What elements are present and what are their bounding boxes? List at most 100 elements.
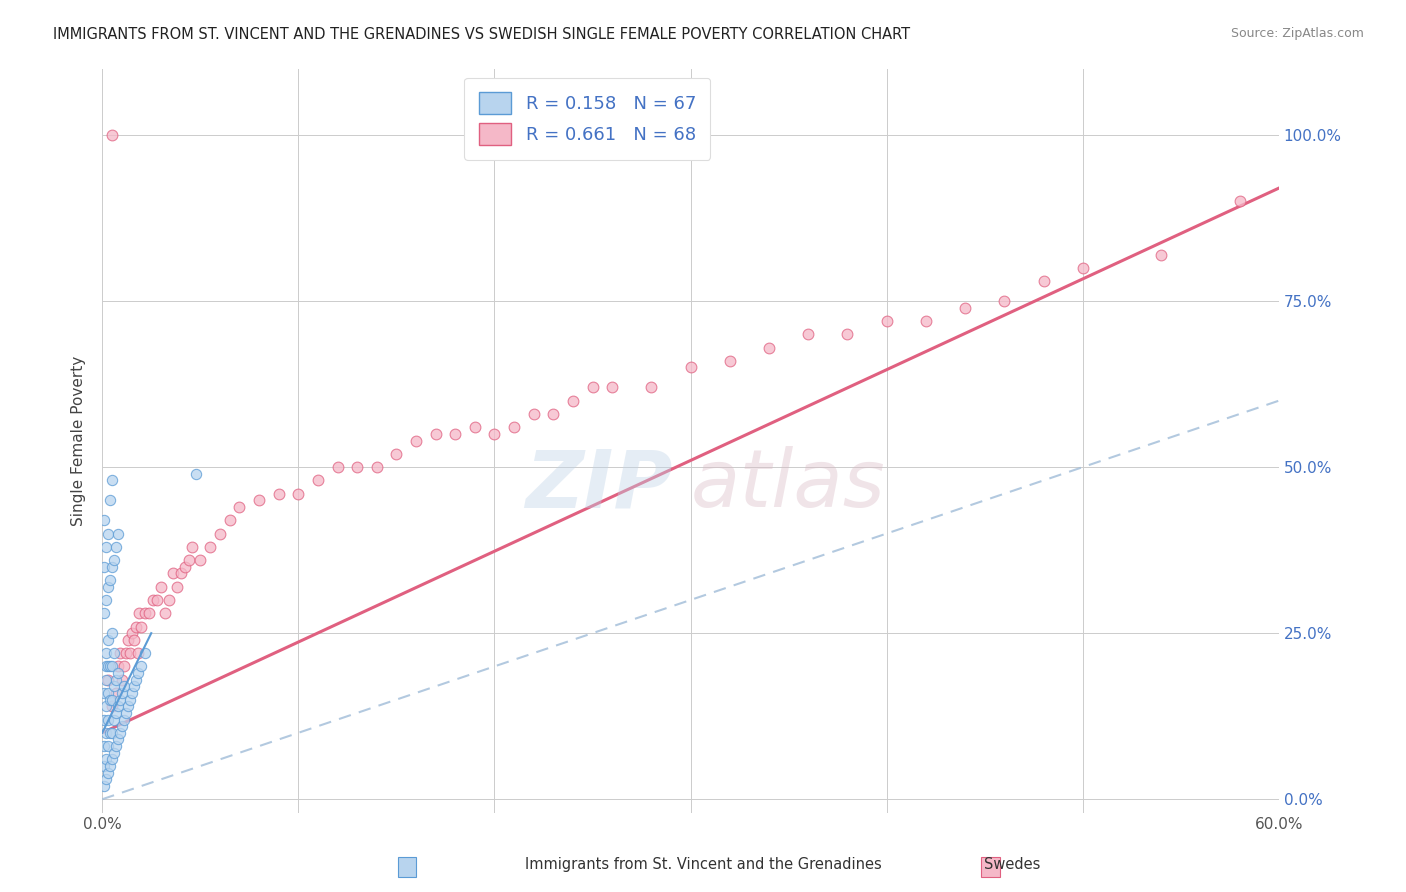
Point: [543, 407, 565, 421]
Point: [97, 686, 120, 700]
Text: Immigrants from St. Vincent and the Grenadines: Immigrants from St. Vincent and the Gren…: [524, 857, 882, 872]
Point: [118, 692, 141, 706]
Point: [101, 559, 124, 574]
Point: [718, 353, 741, 368]
Point: [103, 679, 125, 693]
Point: [150, 580, 173, 594]
Point: [117, 699, 139, 714]
Point: [101, 752, 124, 766]
Point: [101, 692, 124, 706]
Point: [876, 314, 898, 328]
Point: [101, 474, 124, 488]
Point: [153, 606, 176, 620]
Point: [385, 447, 408, 461]
Point: [103, 646, 125, 660]
Point: [93, 513, 115, 527]
Point: [94, 699, 117, 714]
Point: [104, 540, 127, 554]
Point: [162, 566, 184, 581]
Point: [98, 493, 121, 508]
Point: [94, 673, 117, 687]
Point: [93, 686, 115, 700]
Point: [97, 659, 120, 673]
Text: atlas: atlas: [690, 446, 886, 524]
Point: [97, 526, 120, 541]
Point: [138, 606, 160, 620]
Point: [94, 540, 117, 554]
Point: [122, 679, 145, 693]
Point: [94, 752, 117, 766]
Point: [346, 460, 368, 475]
Point: [366, 460, 388, 475]
Point: [108, 726, 131, 740]
Point: [561, 393, 583, 408]
Point: [127, 666, 149, 681]
Point: [97, 713, 120, 727]
Point: [121, 686, 143, 700]
Point: [208, 526, 231, 541]
Point: [640, 380, 662, 394]
Point: [97, 673, 120, 687]
Point: [111, 686, 134, 700]
Point: [101, 699, 124, 714]
Point: [181, 540, 204, 554]
Point: [1150, 247, 1173, 261]
Point: [134, 606, 156, 620]
Point: [186, 467, 208, 481]
Point: [107, 732, 129, 747]
Text: ZIP: ZIP: [526, 446, 673, 524]
Point: [503, 420, 526, 434]
Point: [101, 726, 124, 740]
Point: [124, 619, 146, 633]
Point: [104, 686, 127, 700]
Legend: R = 0.158   N = 67, R = 0.661   N = 68: R = 0.158 N = 67, R = 0.661 N = 68: [464, 78, 710, 160]
Point: [679, 360, 702, 375]
Point: [107, 666, 129, 681]
Point: [444, 426, 467, 441]
Point: [93, 739, 115, 753]
Point: [405, 434, 427, 448]
Point: [131, 659, 153, 673]
Point: [326, 460, 349, 475]
Point: [107, 699, 129, 714]
Point: [103, 713, 125, 727]
Point: [581, 380, 603, 394]
Point: [128, 606, 150, 620]
Point: [118, 646, 141, 660]
Point: [797, 327, 820, 342]
Point: [112, 713, 135, 727]
Point: [600, 380, 623, 394]
Point: [218, 513, 240, 527]
Point: [93, 713, 115, 727]
Point: [188, 553, 211, 567]
Point: [93, 606, 115, 620]
Point: [915, 314, 938, 328]
Point: [127, 646, 149, 660]
Point: [101, 128, 124, 142]
Point: [97, 739, 120, 753]
Point: [173, 559, 195, 574]
Point: [98, 573, 121, 587]
Point: [166, 580, 188, 594]
Point: [108, 646, 131, 660]
Point: [134, 646, 156, 660]
Point: [97, 632, 120, 647]
Point: [97, 765, 120, 780]
Point: [758, 341, 780, 355]
Point: [94, 659, 117, 673]
Point: [104, 739, 127, 753]
Point: [111, 719, 134, 733]
Point: [94, 772, 117, 787]
Point: [228, 500, 250, 514]
Point: [146, 593, 169, 607]
Point: [993, 293, 1015, 308]
Point: [98, 692, 121, 706]
Point: [124, 673, 146, 687]
Point: [104, 706, 127, 720]
Point: [108, 692, 131, 706]
Point: [114, 646, 136, 660]
Point: [122, 632, 145, 647]
Point: [98, 659, 121, 673]
Point: [117, 632, 139, 647]
Point: [1071, 260, 1094, 275]
